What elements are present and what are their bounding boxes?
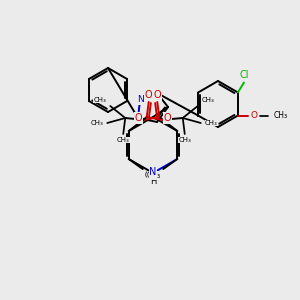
Text: CH₃: CH₃ bbox=[117, 137, 130, 143]
Text: CH₃: CH₃ bbox=[205, 120, 217, 126]
Text: O: O bbox=[153, 90, 161, 100]
Text: CH₃: CH₃ bbox=[178, 137, 191, 143]
Text: Cl: Cl bbox=[239, 70, 249, 80]
Text: N: N bbox=[136, 95, 143, 104]
Text: N: N bbox=[135, 113, 141, 122]
Text: CH₃: CH₃ bbox=[147, 171, 161, 180]
Text: O: O bbox=[145, 90, 153, 100]
Text: CH₃: CH₃ bbox=[94, 97, 106, 103]
Text: H: H bbox=[150, 176, 156, 185]
Text: N: N bbox=[149, 167, 157, 177]
Text: O: O bbox=[250, 111, 257, 120]
Text: CH₃: CH₃ bbox=[274, 111, 288, 120]
Text: O: O bbox=[134, 113, 142, 123]
Text: CH₃: CH₃ bbox=[202, 97, 214, 103]
Text: CH₃: CH₃ bbox=[91, 120, 103, 126]
Text: CH₃: CH₃ bbox=[145, 171, 159, 180]
Text: O: O bbox=[164, 113, 172, 123]
